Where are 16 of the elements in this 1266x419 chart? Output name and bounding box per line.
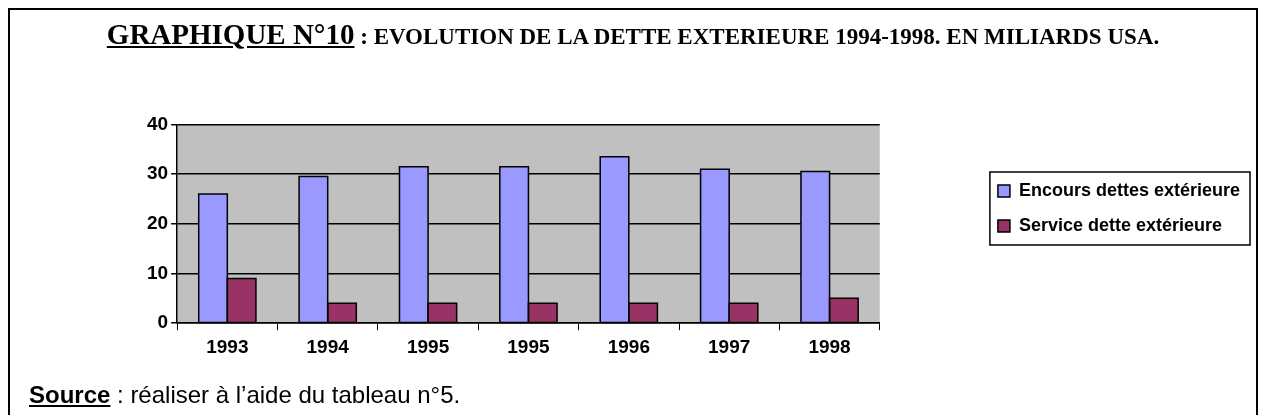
legend-label: Service dette extérieure	[1018, 214, 1223, 235]
y-tick-label: 20	[146, 212, 169, 234]
legend-label: Encours dettes extérieure	[1018, 179, 1240, 200]
x-tick-label: 1995	[406, 335, 450, 357]
x-tick-label: 1998	[808, 335, 851, 357]
x-tick-label: 1995	[507, 335, 550, 357]
y-tick-label: 30	[146, 162, 169, 184]
x-tick-label: 1996	[607, 335, 650, 357]
y-tick-label: 40	[146, 112, 169, 134]
source-note: Source : réaliser à l’aide du tableau n°5.	[29, 381, 461, 408]
x-tick-label: 1993	[206, 335, 249, 357]
x-tick-label: 1997	[708, 335, 751, 357]
chart-title: GRAPHIQUE N°10 : EVOLUTION DE LA DETTE EXTERIEURE 1994-1998. EN MILIARDS USA.	[106, 18, 1160, 50]
x-tick-label: 1994	[306, 335, 350, 357]
y-tick-label: 10	[146, 261, 169, 283]
y-tick-label: 0	[157, 311, 169, 333]
